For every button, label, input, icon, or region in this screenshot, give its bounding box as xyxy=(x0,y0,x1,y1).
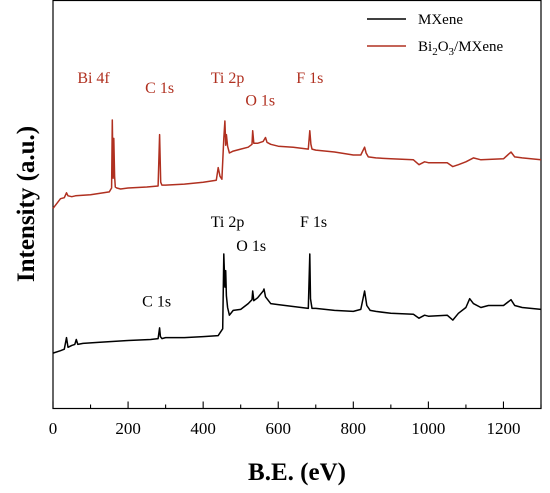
peak-annotation: C 1s xyxy=(142,294,171,311)
x-tick-label: 200 xyxy=(115,419,141,438)
peak-annotation: Bi 4f xyxy=(77,70,110,87)
x-tick-label: 0 xyxy=(49,419,58,438)
x-axis-title: B.E. (eV) xyxy=(248,459,346,486)
peak-annotation: O 1s xyxy=(245,92,275,109)
legend-label-subscript: 3 xyxy=(449,46,455,58)
legend-label-part: /MXene xyxy=(454,39,503,55)
y-axis-title: Intensity (a.u.) xyxy=(13,126,40,282)
x-axis-tick-labels: 0 200 400 600 800 1000 1200 xyxy=(49,419,521,438)
legend: MXene Bi2O3/MXene xyxy=(367,12,504,58)
x-tick-label: 800 xyxy=(341,419,367,438)
legend-label-bi2o3-mxene: Bi2O3/MXene xyxy=(418,39,504,58)
peak-annotation: O 1s xyxy=(236,238,266,255)
x-axis-ticks xyxy=(52,401,542,409)
x-tick-label: 600 xyxy=(265,419,291,438)
x-tick-label: 1200 xyxy=(486,419,520,438)
legend-label-subscript: 2 xyxy=(432,46,438,58)
peak-annotation: F 1s xyxy=(296,70,323,87)
series-layer xyxy=(52,119,542,354)
x-tick-label: 400 xyxy=(190,419,216,438)
x-tick-label: 1000 xyxy=(411,419,445,438)
legend-label-part: Bi xyxy=(418,39,432,55)
peak-annotation: C 1s xyxy=(145,80,174,97)
legend-label-part: O xyxy=(438,39,449,55)
series-line-mxene xyxy=(52,253,542,354)
peak-annotation: Ti 2p xyxy=(211,70,245,87)
peak-annotation: Ti 2p xyxy=(211,214,245,231)
legend-label-mxene: MXene xyxy=(418,12,463,28)
series-line-bi2o3-mxene xyxy=(52,119,542,209)
peak-annotation: F 1s xyxy=(300,214,327,231)
plot-frame xyxy=(52,0,542,410)
